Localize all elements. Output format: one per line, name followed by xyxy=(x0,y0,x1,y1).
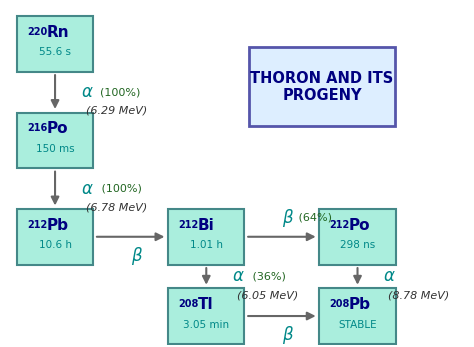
Text: 10.6 h: 10.6 h xyxy=(38,240,72,250)
Text: β: β xyxy=(282,209,292,227)
Text: (100%): (100%) xyxy=(98,184,141,194)
FancyBboxPatch shape xyxy=(17,112,93,168)
Text: Pb: Pb xyxy=(349,297,371,312)
FancyBboxPatch shape xyxy=(319,288,396,344)
Text: STABLE: STABLE xyxy=(338,320,377,330)
Text: 220: 220 xyxy=(27,27,47,37)
Text: (100%): (100%) xyxy=(100,87,140,97)
Text: 208: 208 xyxy=(330,299,350,309)
Text: 208: 208 xyxy=(178,299,199,309)
FancyBboxPatch shape xyxy=(249,47,395,127)
Text: Bi: Bi xyxy=(198,218,214,233)
Text: (64%): (64%) xyxy=(295,213,332,223)
FancyBboxPatch shape xyxy=(319,209,396,264)
Text: 212: 212 xyxy=(178,220,199,230)
Text: β: β xyxy=(131,247,141,265)
Text: 1.01 h: 1.01 h xyxy=(190,240,223,250)
Text: Tl: Tl xyxy=(198,297,213,312)
Text: Pb: Pb xyxy=(46,218,68,233)
Text: α: α xyxy=(81,83,92,101)
Text: (6.78 MeV): (6.78 MeV) xyxy=(86,202,147,212)
Text: 150 ms: 150 ms xyxy=(36,144,74,154)
FancyBboxPatch shape xyxy=(17,209,93,264)
FancyBboxPatch shape xyxy=(168,288,244,344)
Text: 216: 216 xyxy=(27,123,47,133)
Text: (8.78 MeV): (8.78 MeV) xyxy=(388,290,449,301)
Text: 212: 212 xyxy=(27,220,47,230)
Text: THORON AND ITS
PROGENY: THORON AND ITS PROGENY xyxy=(250,71,394,103)
Text: 212: 212 xyxy=(330,220,350,230)
Text: (6.29 MeV): (6.29 MeV) xyxy=(86,106,147,116)
Text: Rn: Rn xyxy=(46,25,69,40)
Text: α: α xyxy=(81,179,92,197)
Text: (6.05 MeV): (6.05 MeV) xyxy=(237,290,298,301)
Text: α: α xyxy=(232,268,243,285)
FancyBboxPatch shape xyxy=(168,209,244,264)
Text: 298 ns: 298 ns xyxy=(340,240,375,250)
Text: α: α xyxy=(383,268,394,285)
Text: 55.6 s: 55.6 s xyxy=(39,47,71,57)
FancyBboxPatch shape xyxy=(17,16,93,71)
Text: 3.05 min: 3.05 min xyxy=(183,320,229,330)
Text: (36%): (36%) xyxy=(249,271,286,281)
Text: Po: Po xyxy=(349,218,370,233)
Text: Po: Po xyxy=(46,121,68,136)
Text: β: β xyxy=(282,326,292,344)
